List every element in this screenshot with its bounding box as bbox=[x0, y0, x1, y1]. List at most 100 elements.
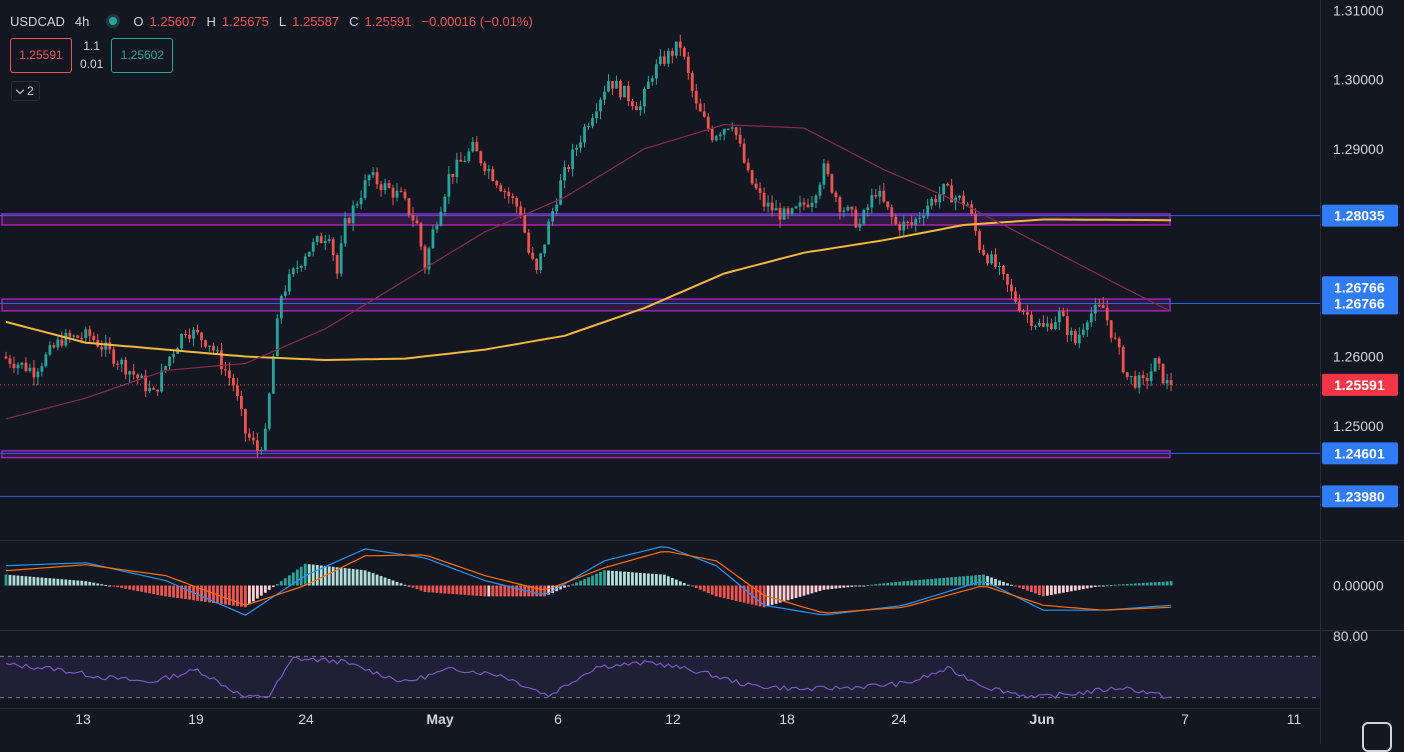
candle bbox=[998, 266, 1001, 268]
timeframe[interactable]: 4h bbox=[74, 13, 90, 29]
macd-tick-label: 0.00000 bbox=[1333, 578, 1384, 594]
symbol-name[interactable]: USDCAD bbox=[10, 13, 65, 29]
indicators-toggle-button[interactable]: 2 bbox=[11, 81, 40, 101]
fullscreen-icon[interactable] bbox=[1362, 722, 1392, 752]
macd-bar bbox=[646, 573, 650, 586]
macd-bar bbox=[894, 582, 898, 586]
lot-size[interactable]: 1.1 bbox=[83, 39, 101, 53]
macd-bar bbox=[854, 585, 858, 587]
macd-bar bbox=[327, 566, 331, 586]
candle bbox=[1161, 363, 1165, 384]
macd-bar bbox=[1145, 582, 1149, 586]
macd-bar bbox=[710, 585, 714, 595]
macd-bar bbox=[383, 577, 387, 586]
macd-bar bbox=[970, 575, 973, 586]
candle bbox=[862, 209, 866, 224]
candle bbox=[271, 356, 275, 394]
macd-bar bbox=[531, 585, 535, 597]
candle bbox=[1045, 323, 1049, 327]
candle bbox=[934, 198, 938, 203]
macd-bar bbox=[994, 578, 997, 586]
candle bbox=[24, 362, 28, 371]
macd-bar bbox=[1030, 585, 1033, 593]
macd-bar bbox=[28, 576, 32, 586]
macd-bar bbox=[140, 585, 144, 592]
macd-bar bbox=[914, 580, 918, 586]
candle bbox=[846, 206, 850, 211]
candle bbox=[970, 204, 973, 215]
candle bbox=[132, 371, 136, 375]
candle bbox=[259, 449, 263, 451]
candle bbox=[471, 142, 475, 152]
candle bbox=[495, 181, 499, 186]
candle bbox=[1014, 291, 1017, 302]
candle bbox=[275, 318, 279, 357]
macd-bar bbox=[100, 584, 104, 586]
hline-price-label: 1.23980 bbox=[1334, 488, 1385, 504]
candle bbox=[475, 142, 479, 152]
hline-price-label-bg bbox=[1322, 442, 1398, 465]
candle bbox=[958, 195, 962, 198]
candle bbox=[240, 396, 243, 410]
candle bbox=[639, 106, 642, 111]
macd-bar bbox=[208, 585, 211, 603]
candle bbox=[251, 437, 255, 441]
macd-bar bbox=[850, 585, 854, 587]
candle bbox=[20, 362, 24, 365]
macd-bar bbox=[40, 577, 44, 586]
candle bbox=[383, 183, 387, 191]
candle bbox=[658, 56, 662, 65]
macd-bar bbox=[271, 585, 275, 587]
macd-bar bbox=[359, 569, 363, 586]
macd-bar bbox=[690, 585, 694, 587]
candle bbox=[826, 163, 830, 175]
macd-bar bbox=[291, 572, 295, 586]
candle bbox=[1030, 314, 1033, 326]
candle bbox=[670, 50, 674, 56]
candle bbox=[359, 197, 363, 205]
candle bbox=[922, 215, 926, 218]
macd-bar bbox=[343, 568, 347, 586]
candle bbox=[236, 385, 239, 397]
macd-bar bbox=[974, 575, 977, 586]
macd-bar bbox=[156, 585, 160, 595]
macd-bar bbox=[1137, 583, 1141, 586]
macd-bar bbox=[662, 574, 666, 586]
candle bbox=[379, 184, 383, 191]
macd-bar bbox=[184, 585, 187, 600]
sell-button[interactable]: 1.25591 bbox=[10, 37, 72, 73]
candle bbox=[108, 342, 112, 350]
macd-bar bbox=[259, 585, 263, 596]
candle bbox=[319, 236, 323, 244]
macd-bar bbox=[962, 576, 965, 586]
hline-price-label-bg bbox=[1322, 204, 1398, 227]
macd-bar bbox=[507, 585, 511, 597]
candle bbox=[208, 345, 211, 347]
candle bbox=[64, 332, 68, 346]
macd-bar bbox=[822, 585, 826, 590]
candle bbox=[678, 41, 682, 48]
macd-bar bbox=[96, 583, 100, 586]
candle bbox=[962, 195, 965, 206]
candle bbox=[427, 248, 431, 270]
candle bbox=[351, 205, 355, 224]
macd-bar bbox=[112, 585, 116, 587]
low-label: L bbox=[278, 13, 287, 29]
candle bbox=[232, 377, 235, 386]
macd-bar bbox=[1022, 585, 1025, 590]
macd-bar bbox=[36, 577, 40, 586]
buy-button[interactable]: 1.25602 bbox=[111, 37, 174, 73]
macd-bar bbox=[168, 585, 171, 597]
price-tick-label: 1.29000 bbox=[1333, 141, 1384, 157]
price-tick-label: 1.31000 bbox=[1333, 2, 1384, 18]
macd-bar bbox=[698, 585, 702, 590]
candle bbox=[563, 167, 566, 181]
candle bbox=[415, 220, 419, 224]
price-label: 1.26766 bbox=[1334, 279, 1385, 295]
candle bbox=[1041, 323, 1045, 327]
candle bbox=[192, 329, 195, 339]
candle bbox=[136, 374, 140, 378]
macd-bar bbox=[120, 585, 124, 589]
price-tick-label: 1.25000 bbox=[1333, 418, 1384, 434]
